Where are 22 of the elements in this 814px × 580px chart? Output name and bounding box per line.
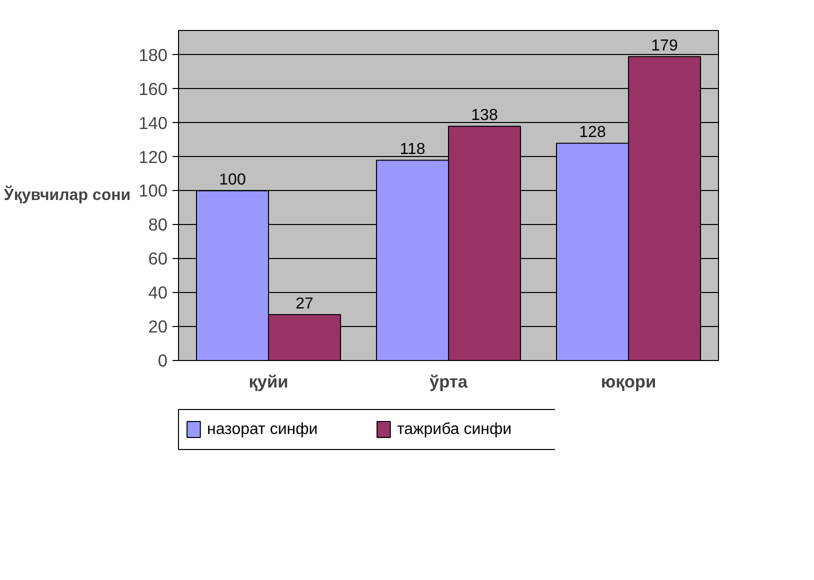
data-label: 100: [219, 172, 246, 189]
data-label: 128: [579, 124, 606, 142]
x-tick-label: юқори: [600, 372, 656, 392]
y-tick-label: 40: [148, 282, 168, 303]
y-tick-label: 0: [158, 350, 168, 370]
data-label: 118: [400, 141, 426, 158]
x-tick-label: қуйи: [248, 372, 288, 392]
y-tick-label: 20: [148, 316, 168, 337]
y-tick-label: 80: [148, 214, 168, 235]
y-tick-label: 60: [148, 248, 168, 269]
legend-label: назорат синфи: [207, 421, 318, 438]
data-label: 179: [651, 38, 678, 55]
y-tick-label: 180: [138, 44, 168, 65]
data-label: 27: [296, 296, 314, 313]
data-label: 138: [471, 107, 498, 124]
y-tick-label: 160: [138, 78, 168, 99]
y-tick-label: 100: [138, 180, 168, 201]
y-tick-label: 140: [138, 112, 168, 133]
y-axis-title: Ўқувчилар сони: [2, 185, 131, 204]
legend-label: тажриба синфи: [397, 421, 512, 438]
y-tick-label: 120: [138, 146, 168, 167]
x-tick-label: ўрта: [429, 372, 468, 392]
